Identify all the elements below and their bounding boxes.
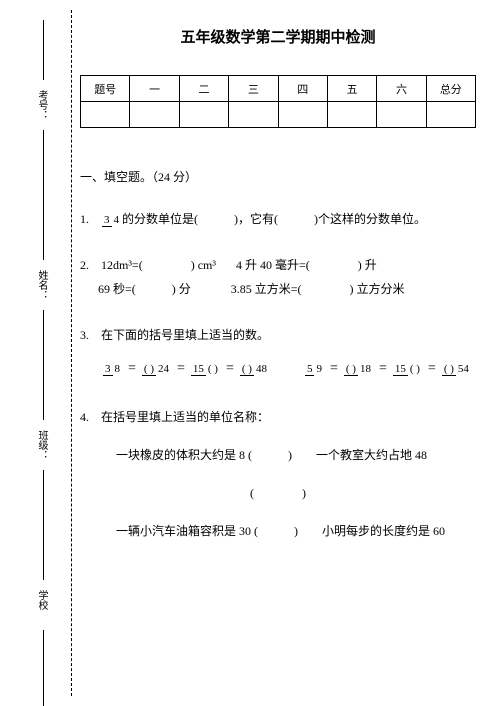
question-4: 4. 在括号里填上适当的单位名称： 一块橡皮的体积大约是 8 ( ) 一个教室大… [80, 405, 476, 543]
table-cell [377, 102, 426, 128]
binding-margin: 考号： 姓名： 班级： 学校 [38, 10, 72, 696]
q4-l1b: 一个教室大约占地 48 [316, 448, 427, 462]
question-2: 2. 12dm³=( ) cm³ 4 升 40 毫升=( ) 升 69 秒=( )… [80, 253, 476, 301]
question-1: 1. 34的分数单位是( )，它有( )个这样的分数单位。 [80, 207, 476, 231]
table-cell [229, 102, 278, 128]
table-cell [327, 102, 376, 128]
section-heading: 一、填空题。（24 分） [80, 168, 476, 185]
q2-l1b: 4 升 40 毫升=( ) 升 [236, 258, 377, 272]
q2-l2b: 3.85 立方米=( ) 立方分米 [231, 282, 405, 296]
fraction: 34 [102, 214, 121, 226]
table-header: 四 [278, 76, 327, 102]
binding-line [43, 470, 44, 580]
binding-line [43, 130, 44, 260]
table-cell [179, 102, 228, 128]
q1-post: 的分数单位是( )，它有( )个这样的分数单位。 [122, 212, 426, 226]
q2-l2a: 69 秒=( ) 分 [98, 282, 191, 296]
table-cell [278, 102, 327, 128]
page-content: 五年级数学第二学期期中检测 题号 一 二 三 四 五 六 总分 一、填空题。（2… [80, 26, 476, 565]
binding-line [43, 310, 44, 420]
binding-label: 班级： [34, 430, 49, 460]
binding-label: 考号： [34, 90, 49, 120]
table-header: 五 [327, 76, 376, 102]
table-row [81, 102, 476, 128]
table-header: 题号 [81, 76, 130, 102]
q2-l1a: 2. 12dm³=( ) cm³ [80, 258, 216, 272]
q1-pre: 1. [80, 212, 101, 226]
question-3: 3. 在下面的括号里填上适当的数。 38= ( )24= 15( )= ( )4… [80, 323, 476, 383]
table-header: 总分 [426, 76, 475, 102]
binding-line [43, 630, 44, 706]
binding-label: 姓名： [34, 270, 49, 300]
fraction-chain: 38= ( )24= 15( )= ( )48 [102, 355, 270, 383]
table-cell [426, 102, 475, 128]
table-cell [81, 102, 130, 128]
binding-label: 学校 [34, 590, 49, 610]
table-header: 三 [229, 76, 278, 102]
q3-head: 3. 在下面的括号里填上适当的数。 [80, 323, 476, 347]
q4-l1a: 一块橡皮的体积大约是 8 ( ) [116, 448, 292, 462]
q4-l2b: 小明每步的长度约是 60 [322, 524, 445, 538]
fraction-chain: 59= ( )18= 15( )= ( )54 [304, 355, 472, 383]
table-row: 题号 一 二 三 四 五 六 总分 [81, 76, 476, 102]
q4-head: 4. 在括号里填上适当的单位名称： [80, 405, 476, 429]
table-cell [130, 102, 179, 128]
table-header: 一 [130, 76, 179, 102]
table-header: 六 [377, 76, 426, 102]
score-table: 题号 一 二 三 四 五 六 总分 [80, 75, 476, 128]
page-title: 五年级数学第二学期期中检测 [80, 26, 476, 47]
binding-line [43, 20, 44, 80]
q4-l1c: ( ) [250, 486, 306, 500]
table-header: 二 [179, 76, 228, 102]
q4-l2a: 一辆小汽车油箱容积是 30 ( ) [116, 524, 298, 538]
